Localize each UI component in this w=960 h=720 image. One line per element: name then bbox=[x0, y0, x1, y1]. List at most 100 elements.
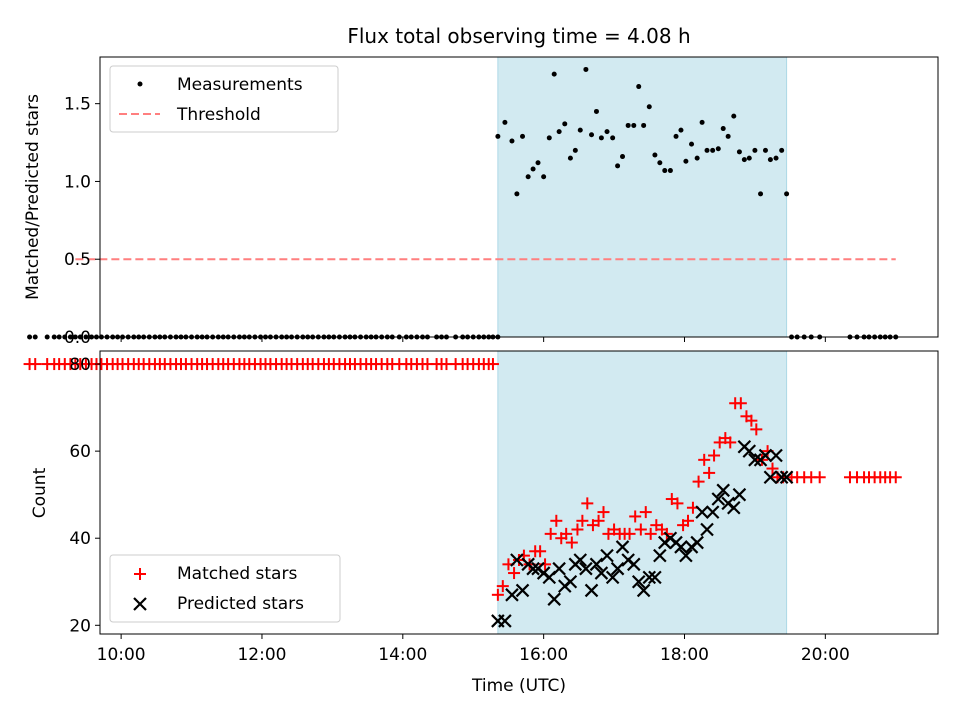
matched-star-point bbox=[623, 527, 636, 540]
predicted-star-point bbox=[705, 505, 720, 519]
predicted-star-point bbox=[700, 522, 714, 537]
measurement-point bbox=[631, 122, 637, 128]
measurement-point bbox=[598, 135, 604, 141]
matched-star-point bbox=[491, 588, 504, 601]
predicted-star-point bbox=[732, 487, 747, 502]
predicted-star-point bbox=[600, 548, 614, 563]
matched-star-point bbox=[682, 514, 695, 527]
measurement-point bbox=[509, 138, 515, 144]
matched-star-point bbox=[544, 527, 557, 540]
top-legend: Measurements Threshold bbox=[109, 65, 339, 133]
xtick-label: 10:00 bbox=[97, 645, 146, 665]
predicted-star-point bbox=[758, 448, 773, 463]
predicted-star-point bbox=[695, 505, 709, 519]
predicted-star-point bbox=[711, 492, 726, 506]
measurement-point bbox=[546, 135, 552, 141]
matched-star-point bbox=[671, 497, 684, 510]
measurement-point bbox=[731, 113, 737, 119]
measurement-point bbox=[567, 155, 573, 161]
measurement-point bbox=[625, 122, 631, 128]
legend-measurements-marker bbox=[137, 81, 143, 87]
measurement-point bbox=[699, 119, 705, 125]
measurement-point bbox=[741, 157, 747, 163]
measurement-point bbox=[683, 158, 689, 164]
matched-star-point bbox=[766, 462, 779, 475]
legend-matched-label: Matched stars bbox=[177, 564, 297, 584]
measurement-point bbox=[89, 334, 95, 340]
legend-predicted-marker bbox=[133, 597, 147, 611]
bottom-ytick-label: 40 bbox=[69, 529, 91, 549]
measurement-point bbox=[615, 163, 621, 169]
predicted-star-point bbox=[584, 583, 599, 598]
matched-star-point bbox=[576, 514, 589, 527]
predicted-star-point bbox=[763, 470, 778, 485]
matched-star-point bbox=[634, 523, 647, 536]
measurement-point bbox=[541, 174, 547, 180]
measurement-point bbox=[725, 133, 731, 139]
measurement-point bbox=[514, 191, 520, 197]
top-ytick-label: 1.0 bbox=[64, 172, 91, 192]
top-legend-box bbox=[109, 65, 339, 133]
top-panel: 0.0 0.5 1.0 1.5 Matched/Predicted stars Mea… bbox=[23, 56, 939, 348]
matched-star-point bbox=[698, 453, 711, 466]
measurement-point bbox=[589, 132, 595, 138]
measurement-point bbox=[551, 71, 557, 77]
measurement-point bbox=[694, 155, 700, 161]
xtick-label: 12:00 bbox=[237, 645, 286, 665]
predicted-star-point bbox=[648, 570, 662, 585]
measurement-point bbox=[556, 129, 562, 135]
measurement-point bbox=[736, 149, 742, 155]
predicted-star-point bbox=[679, 548, 693, 563]
chart-title: Flux total observing time = 4.08 h bbox=[347, 24, 690, 48]
measurement-point bbox=[715, 146, 721, 152]
predicted-star-point bbox=[690, 535, 704, 550]
matched-star-point bbox=[486, 358, 499, 371]
measurement-point bbox=[704, 147, 710, 153]
measurement-point bbox=[779, 147, 785, 153]
matched-star-point bbox=[692, 475, 705, 488]
measurement-point bbox=[762, 147, 768, 153]
measurement-point bbox=[652, 152, 658, 158]
measurement-point bbox=[44, 334, 50, 340]
measurement-point bbox=[746, 155, 752, 161]
predicted-star-point bbox=[579, 561, 593, 576]
measurement-point bbox=[720, 126, 726, 132]
measurement-point bbox=[77, 334, 83, 340]
predicted-star-point bbox=[510, 553, 524, 567]
predicted-star-point bbox=[573, 553, 588, 567]
predicted-star-point bbox=[615, 540, 630, 554]
predicted-star-point bbox=[642, 570, 657, 585]
matched-star-point bbox=[724, 436, 737, 449]
measurement-point bbox=[646, 104, 652, 110]
xtick-label: 18:00 bbox=[660, 645, 709, 665]
matched-star-point bbox=[571, 523, 584, 536]
top-ytick-label: 0.5 bbox=[64, 250, 91, 270]
measurement-point bbox=[662, 168, 668, 174]
measurement-point bbox=[62, 334, 68, 340]
predicted-star-point bbox=[605, 570, 620, 585]
predicted-star-point bbox=[631, 574, 646, 589]
top-ytick-label: 1.5 bbox=[64, 95, 91, 115]
predicted-star-point bbox=[552, 561, 566, 576]
measurement-point bbox=[758, 191, 764, 197]
xtick-label: 16:00 bbox=[519, 645, 568, 665]
measurement-point bbox=[495, 133, 501, 139]
measurement-point bbox=[604, 129, 610, 135]
measurement-point bbox=[657, 160, 663, 166]
legend-matched-marker bbox=[134, 568, 146, 580]
bottom-legend-box bbox=[109, 554, 341, 623]
bottom-legend: Matched stars Predicted stars bbox=[109, 554, 341, 623]
measurement-point bbox=[641, 122, 647, 128]
matched-star-point bbox=[734, 397, 747, 410]
matched-star-point bbox=[496, 580, 509, 593]
measurement-point bbox=[767, 157, 773, 163]
predicted-star-point bbox=[774, 470, 789, 485]
predicted-star-point bbox=[515, 583, 530, 598]
measurement-point bbox=[572, 147, 578, 153]
predicted-star-point bbox=[653, 548, 667, 563]
top-plot-frame bbox=[99, 56, 939, 338]
matched-star-point bbox=[508, 567, 521, 580]
measurement-point bbox=[667, 168, 673, 174]
